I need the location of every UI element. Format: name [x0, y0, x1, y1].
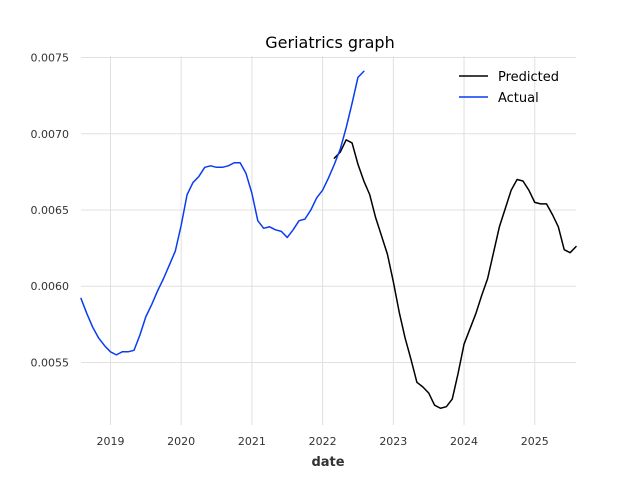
- x-tick-label: 2022: [309, 435, 337, 448]
- x-axis-ticks: 2019 2020 2021 2022 2023 2024 2025: [96, 435, 548, 448]
- y-tick-label: 0.0070: [31, 128, 70, 141]
- x-tick-label: 2020: [167, 435, 195, 448]
- y-tick-label: 0.0060: [31, 280, 70, 293]
- y-tick-label: 0.0055: [31, 356, 70, 369]
- x-tick-label: 2023: [379, 435, 407, 448]
- x-axis-label: date: [311, 455, 344, 470]
- legend-label-actual: Actual: [498, 91, 539, 106]
- series-lines: [80, 70, 577, 409]
- x-tick-label: 2019: [96, 435, 124, 448]
- x-tick-label: 2024: [450, 435, 478, 448]
- legend-label-predicted: Predicted: [498, 70, 559, 85]
- y-tick-label: 0.0065: [31, 204, 70, 217]
- series-line-predicted: [333, 139, 577, 409]
- grid: [81, 56, 576, 425]
- x-tick-label: 2021: [238, 435, 266, 448]
- x-tick-label: 2025: [521, 435, 549, 448]
- y-axis-ticks: 0.0055 0.0060 0.0065 0.0070 0.0075: [31, 52, 70, 370]
- chart-title: Geriatrics graph: [265, 33, 394, 52]
- series-line-actual: [80, 70, 365, 356]
- legend: Predicted Actual: [459, 70, 559, 106]
- y-tick-label: 0.0075: [31, 52, 70, 65]
